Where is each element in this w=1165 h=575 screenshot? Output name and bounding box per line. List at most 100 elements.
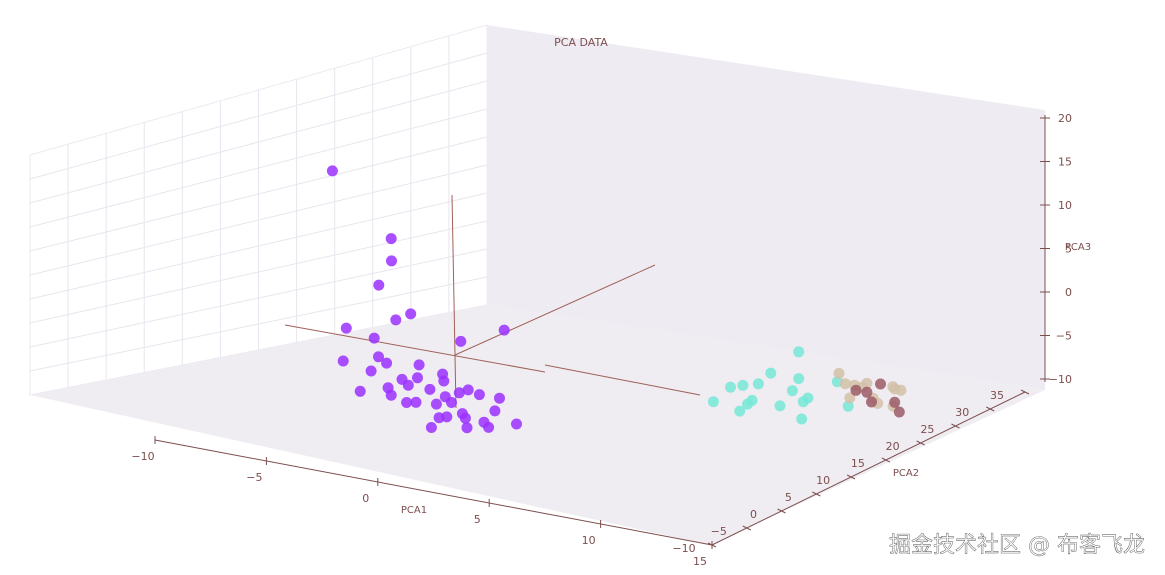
data-point xyxy=(765,367,777,379)
data-point xyxy=(734,405,746,417)
data-point xyxy=(373,279,385,291)
grid-line xyxy=(29,164,488,276)
y-tick-label: 5 xyxy=(785,491,792,504)
data-point xyxy=(742,398,753,410)
grid-line xyxy=(29,108,488,228)
grid-line xyxy=(29,192,488,300)
data-point xyxy=(365,365,377,377)
data-point xyxy=(390,314,402,326)
data-point xyxy=(796,413,808,425)
data-point xyxy=(461,422,473,434)
y-tick-mark xyxy=(846,474,856,480)
data-point xyxy=(337,355,349,367)
x-tick-label: 5 xyxy=(474,513,481,526)
watermark-text: 掘金技术社区 @ 布客飞龙 xyxy=(889,533,1145,558)
data-point xyxy=(405,308,417,320)
grid-line xyxy=(29,136,488,252)
x-tick-label: 15 xyxy=(693,555,707,568)
grid-line xyxy=(29,276,488,372)
data-point xyxy=(793,373,805,385)
data-point xyxy=(455,335,467,347)
data-point xyxy=(402,379,414,391)
data-point xyxy=(511,418,522,430)
data-point xyxy=(774,400,786,412)
data-point xyxy=(489,405,501,417)
y-tick-label: 15 xyxy=(851,457,865,470)
x-axis-ticks: −10 −5 0 5 10 15 xyxy=(131,436,713,568)
y-tick-mark xyxy=(881,457,891,463)
x-tick-label: 0 xyxy=(362,492,369,505)
data-point xyxy=(381,357,393,369)
pc1-extension-line xyxy=(544,364,701,396)
x-tick-label: −10 xyxy=(131,450,154,463)
data-point xyxy=(373,351,384,363)
z-tick-label: 20 xyxy=(1058,112,1072,125)
data-point xyxy=(385,389,397,401)
z-tick-label: −10 xyxy=(1049,373,1072,386)
data-point xyxy=(386,255,397,267)
data-point xyxy=(425,422,437,433)
y-tick-mark xyxy=(916,440,925,446)
data-point xyxy=(326,165,338,177)
data-point xyxy=(725,381,736,393)
data-point xyxy=(866,396,877,408)
x-tick-label: −5 xyxy=(246,471,262,484)
data-point xyxy=(483,421,495,433)
z-tick-label: 15 xyxy=(1058,156,1072,169)
data-point xyxy=(498,324,510,336)
x-axis-title: PCA1 xyxy=(401,505,427,516)
z-tick-label: 10 xyxy=(1058,199,1072,212)
z-tick-label: −5 xyxy=(1056,330,1072,343)
scatter-points xyxy=(326,165,907,434)
grid-lines xyxy=(29,35,488,388)
data-point xyxy=(412,372,423,384)
data-point xyxy=(797,396,809,408)
data-point xyxy=(340,322,352,334)
data-point xyxy=(413,359,425,371)
data-point xyxy=(707,396,719,408)
y-axis-title: PCA2 xyxy=(893,468,919,479)
data-point xyxy=(893,406,905,418)
back-pane xyxy=(487,25,1045,390)
z-tick-label: 5 xyxy=(1065,243,1072,256)
data-point xyxy=(459,412,471,424)
data-point xyxy=(786,385,798,397)
pc3-direction-line xyxy=(451,194,457,409)
y-tick-label: 20 xyxy=(886,440,900,453)
data-point xyxy=(437,368,449,380)
chart-title: PCA DATA xyxy=(554,36,608,49)
y-tick-label: −5 xyxy=(711,525,727,538)
y-tick-mark xyxy=(707,542,717,548)
data-point xyxy=(839,378,851,390)
data-point xyxy=(842,400,854,412)
data-point xyxy=(793,346,805,358)
data-point xyxy=(424,383,436,395)
y-axis-line xyxy=(711,391,1026,546)
y-tick-label: 30 xyxy=(955,406,969,419)
data-point xyxy=(752,378,764,390)
z-axis-title: PCA3 xyxy=(1065,242,1091,253)
data-point xyxy=(354,385,366,397)
data-point xyxy=(441,411,453,423)
data-point xyxy=(737,379,749,391)
data-point xyxy=(453,387,465,399)
y-tick-mark xyxy=(742,525,752,531)
grid-line xyxy=(29,80,488,204)
pc2-direction-line xyxy=(454,264,656,356)
grid-line xyxy=(29,220,488,324)
data-point xyxy=(844,392,856,404)
y-tick-mark xyxy=(812,491,821,497)
y-axis-ticks: −10 −5 0 5 10 15 20 25 30 35 xyxy=(672,389,1030,555)
floor-pane xyxy=(30,305,1045,545)
data-point xyxy=(430,398,442,410)
data-point xyxy=(385,233,397,245)
data-point xyxy=(462,384,474,396)
grid-line xyxy=(29,52,488,180)
x-axis-line xyxy=(154,439,713,546)
pc1-direction-line xyxy=(284,324,546,373)
grid-line xyxy=(29,248,488,348)
y-tick-label: 10 xyxy=(816,474,830,487)
data-point xyxy=(833,367,845,379)
y-tick-label: 35 xyxy=(990,389,1004,402)
y-tick-mark xyxy=(951,423,960,429)
